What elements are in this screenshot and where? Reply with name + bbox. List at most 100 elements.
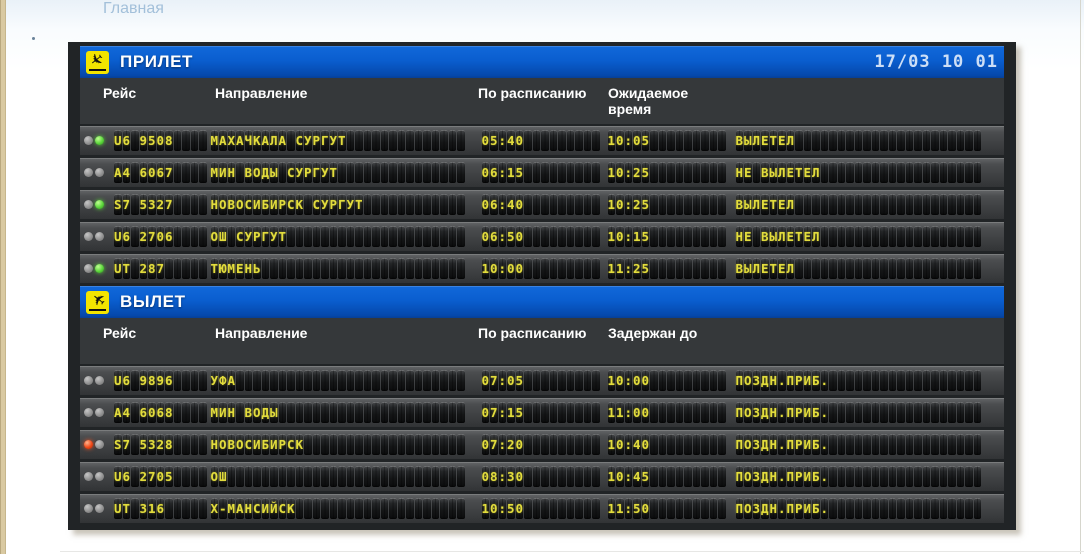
flap-cell	[431, 258, 439, 279]
flap-cell	[592, 402, 600, 423]
flap-cell: 1	[507, 162, 515, 183]
flap-cell: 0	[641, 434, 649, 455]
status-led-off	[84, 504, 93, 513]
flap-cell	[675, 130, 683, 151]
plane-takeoff-icon: ✈	[86, 289, 109, 314]
flap-cell: T	[122, 498, 130, 519]
flap-cell	[532, 370, 540, 391]
flap-cell	[575, 226, 583, 247]
flap-cell	[380, 162, 388, 183]
flap-cell	[575, 194, 583, 215]
flap-cell: А	[236, 498, 244, 519]
flap-cell: 0	[490, 258, 498, 279]
flap-cell	[406, 194, 414, 215]
flap-cell	[854, 402, 862, 423]
flap-cell: В	[227, 194, 235, 215]
flap-cell: .	[778, 370, 786, 391]
flap-cell	[182, 194, 190, 215]
flap-cell	[312, 258, 320, 279]
flap-cell: 6	[156, 402, 164, 423]
flap-cell: Л	[752, 258, 760, 279]
flap-cell	[820, 130, 828, 151]
flap-cell: 2	[156, 194, 164, 215]
breadcrumb-home-link[interactable]: Главная	[103, 0, 164, 17]
flap-cell	[423, 130, 431, 151]
flap-cell	[355, 402, 363, 423]
flap-cell	[363, 258, 371, 279]
flap-cell	[329, 402, 337, 423]
flap-cell	[406, 434, 414, 455]
flap-cell: :	[624, 402, 632, 423]
flap-cell	[922, 466, 930, 487]
board-clock: 17/03 10 01	[874, 52, 998, 72]
flap-cell	[752, 162, 760, 183]
flap-cell	[182, 162, 190, 183]
flap-cell	[541, 194, 549, 215]
flap-cell: 7	[122, 194, 130, 215]
flap-cell: Р	[795, 402, 803, 423]
flap-cell	[457, 162, 465, 183]
flap-cell: В	[735, 194, 743, 215]
flap-cell	[131, 498, 139, 519]
flap-cell	[956, 434, 964, 455]
flap-cell: Р	[278, 194, 286, 215]
flap-cell	[312, 434, 320, 455]
flap-cell: П	[786, 498, 794, 519]
flap-cell	[897, 466, 905, 487]
flap-cell	[592, 130, 600, 151]
flap-cell	[190, 466, 198, 487]
page-bottom-border	[60, 551, 1084, 552]
status-led-off	[84, 408, 93, 417]
flap-cell: Р	[304, 162, 312, 183]
flap-cell	[965, 402, 973, 423]
flap-cell	[346, 258, 354, 279]
flap-cell	[888, 226, 896, 247]
flap-cell	[854, 498, 862, 519]
flap-cell: 6	[139, 162, 147, 183]
flap-cell	[675, 402, 683, 423]
flap-cell	[658, 226, 666, 247]
flap-cell: 7	[148, 466, 156, 487]
flap-cell	[812, 194, 820, 215]
flap-cell	[658, 434, 666, 455]
flap-cell	[397, 466, 405, 487]
flap-cell	[363, 498, 371, 519]
flap-cell	[718, 162, 726, 183]
flap-cell: Н	[210, 194, 218, 215]
flap-cell	[718, 370, 726, 391]
flap-cell	[423, 258, 431, 279]
flap-cell	[414, 258, 422, 279]
flap-cell	[423, 226, 431, 247]
flap-cell: Т	[329, 162, 337, 183]
flap-cell	[321, 370, 329, 391]
flap-cell	[423, 498, 431, 519]
status-led-off	[95, 440, 104, 449]
column-header-scheduled: По расписанию	[478, 85, 587, 101]
flap-cell	[888, 258, 896, 279]
flap-cell	[803, 194, 811, 215]
flap-cell	[321, 226, 329, 247]
flap-cell	[922, 434, 930, 455]
flap-cell: С	[287, 194, 295, 215]
flap-cell: Л	[812, 162, 820, 183]
flap-cell: И	[253, 194, 261, 215]
flap-cell: :	[498, 402, 506, 423]
flap-cell	[440, 466, 448, 487]
flap-cell	[820, 162, 828, 183]
flap-cell: Т	[210, 258, 218, 279]
flap-cell: .	[820, 498, 828, 519]
flap-cell: Л	[812, 226, 820, 247]
flap-cell	[880, 498, 888, 519]
flap-cell	[173, 162, 181, 183]
flap-cell	[905, 162, 913, 183]
flap-cell: З	[752, 402, 760, 423]
flap-cell: Б	[812, 370, 820, 391]
flap-cell	[922, 130, 930, 151]
flap-cell	[173, 498, 181, 519]
flap-cell: 0	[641, 498, 649, 519]
flap-cell: :	[498, 434, 506, 455]
flap-cell	[829, 402, 837, 423]
